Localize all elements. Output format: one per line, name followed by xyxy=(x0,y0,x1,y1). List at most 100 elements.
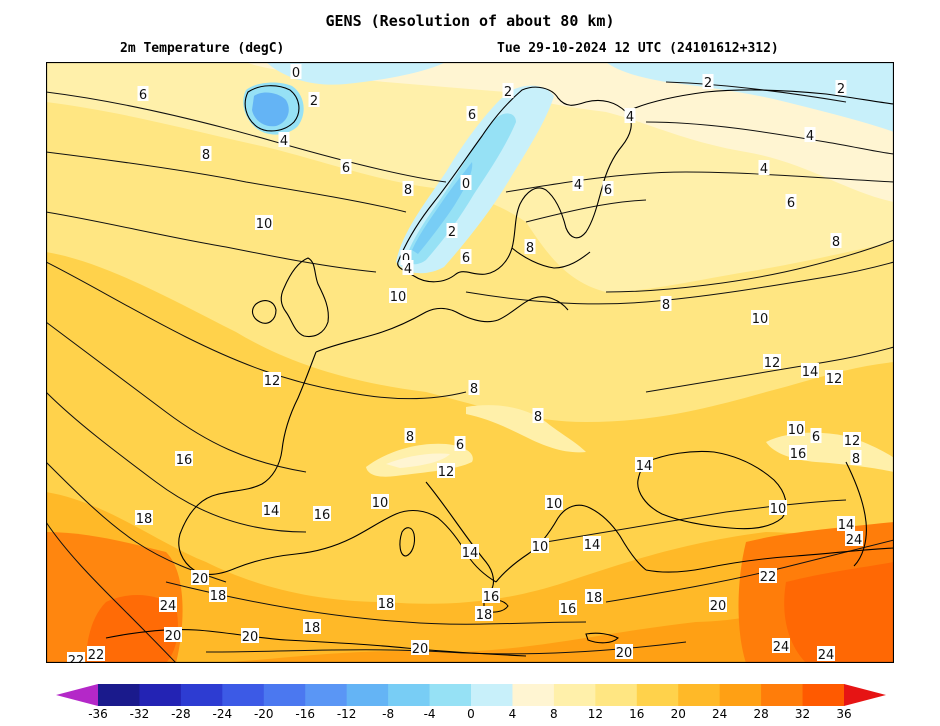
contour-label-bg xyxy=(751,310,769,325)
contour-label: 16 xyxy=(314,508,331,523)
map-title: GENS (Resolution of about 80 km) xyxy=(325,12,615,30)
contour-label-bg xyxy=(635,457,653,472)
contour-label: 2 xyxy=(504,85,512,100)
contour-label: 20 xyxy=(192,572,209,587)
contour-label-bg xyxy=(583,536,601,551)
contour-label-bg xyxy=(137,86,149,101)
contour-label-bg xyxy=(850,450,862,465)
contour-label: 8 xyxy=(832,235,840,250)
contour-label-bg xyxy=(262,502,280,517)
contour-label: 6 xyxy=(468,108,476,123)
band-arctic xyxy=(606,62,894,132)
colorbar-cell xyxy=(263,684,306,706)
contour-label-bg xyxy=(402,181,414,196)
contour-label-bg xyxy=(278,132,290,147)
contour-label-bg xyxy=(308,92,320,107)
contour-label: 16 xyxy=(483,590,500,605)
contour-label-bg xyxy=(67,652,85,663)
contour-label-bg xyxy=(241,628,259,643)
contour-label: 0 xyxy=(292,66,300,81)
colorbar-tick-label: -28 xyxy=(171,707,191,721)
contour-label-bg xyxy=(460,249,472,264)
contour-label: 10 xyxy=(390,290,407,305)
contour-label: 20 xyxy=(616,646,633,661)
contour-label: 14 xyxy=(802,365,819,380)
contour-label-bg xyxy=(789,445,807,460)
colorbar-cell xyxy=(305,684,348,706)
colorbar-tick-label: -16 xyxy=(295,707,316,721)
colorbar xyxy=(56,684,886,706)
contour-label: 4 xyxy=(404,262,412,277)
contour-label-bg xyxy=(804,127,816,142)
colorbar-tick-label: -8 xyxy=(382,707,395,721)
contour-label-bg xyxy=(411,640,429,655)
colorbar-tick-label: -12 xyxy=(336,707,357,721)
carpathians xyxy=(466,405,586,453)
contour-label-bg xyxy=(468,380,480,395)
contour-label-bg xyxy=(585,589,603,604)
contour-label-bg xyxy=(810,428,822,443)
contour-label-bg xyxy=(159,597,177,612)
contour-label-bg xyxy=(475,606,493,621)
contour-label: 8 xyxy=(526,241,534,256)
contour-label: 22 xyxy=(760,570,777,585)
contour-label: 20 xyxy=(242,630,259,645)
contour-label: 24 xyxy=(160,599,177,614)
contour-label: 18 xyxy=(378,597,395,612)
contour-label: 6 xyxy=(787,196,795,211)
contour-label-bg xyxy=(404,428,416,443)
contour-label: 8 xyxy=(534,410,542,425)
contour-label: 20 xyxy=(165,629,182,644)
colorbar-cell xyxy=(471,684,513,706)
contour-label-bg xyxy=(572,176,584,191)
contour-label-bg xyxy=(200,146,212,161)
colorbar-tick-label: 28 xyxy=(753,707,769,721)
colorbar-cell xyxy=(553,684,596,706)
colorbar-tick-label: 36 xyxy=(836,707,852,721)
colorbar-tick-label: -32 xyxy=(129,707,150,721)
contour-label-bg xyxy=(313,506,331,521)
contour-label-bg xyxy=(502,83,514,98)
contour-label: 18 xyxy=(136,512,153,527)
contour-label-bg xyxy=(531,538,549,553)
contour-label-bg xyxy=(454,436,466,451)
band-0-4 xyxy=(246,62,894,202)
contour-label: 6 xyxy=(812,430,820,445)
contour-label: 10 xyxy=(532,540,549,555)
contour-label-bg xyxy=(830,233,842,248)
contour-label-bg xyxy=(660,296,672,311)
contour-label: 4 xyxy=(574,178,582,193)
colorbar-tick-label: -36 xyxy=(88,707,108,721)
contour-label: 24 xyxy=(818,648,835,663)
colorbar-cell xyxy=(429,684,472,706)
contour-label-bg xyxy=(371,494,389,509)
contour-label: 12 xyxy=(826,372,843,387)
contour-label: 8 xyxy=(852,452,860,467)
colorbar-cell xyxy=(719,684,762,706)
colorbar-cell xyxy=(222,684,265,706)
contour-label: 12 xyxy=(438,465,455,480)
contour-label-bg xyxy=(87,646,105,661)
contour-label-bg xyxy=(702,74,714,89)
contour-label: 10 xyxy=(752,312,769,327)
band-north-atlantic xyxy=(266,62,446,85)
colorbar-tick-label: 16 xyxy=(629,707,645,721)
contour-label: 8 xyxy=(202,148,210,163)
contour-label-bg xyxy=(532,408,544,423)
contour-label: 8 xyxy=(404,183,412,198)
colorbar-high-arrow xyxy=(844,684,886,706)
contour-label: 14 xyxy=(636,459,653,474)
contour-label-bg xyxy=(615,644,633,659)
contour-label: 10 xyxy=(770,502,787,517)
contour-label: 10 xyxy=(546,497,563,512)
colorbar-tick-label: -20 xyxy=(253,707,274,721)
contour-label: 12 xyxy=(844,434,861,449)
contour-label-bg xyxy=(164,627,182,642)
colorbar-cell xyxy=(139,684,182,706)
contour-label: 10 xyxy=(256,217,273,232)
contour-label: 22 xyxy=(68,654,85,663)
contour-label-bg xyxy=(482,588,500,603)
contour-label: 18 xyxy=(210,589,227,604)
contour-label: 20 xyxy=(710,599,727,614)
